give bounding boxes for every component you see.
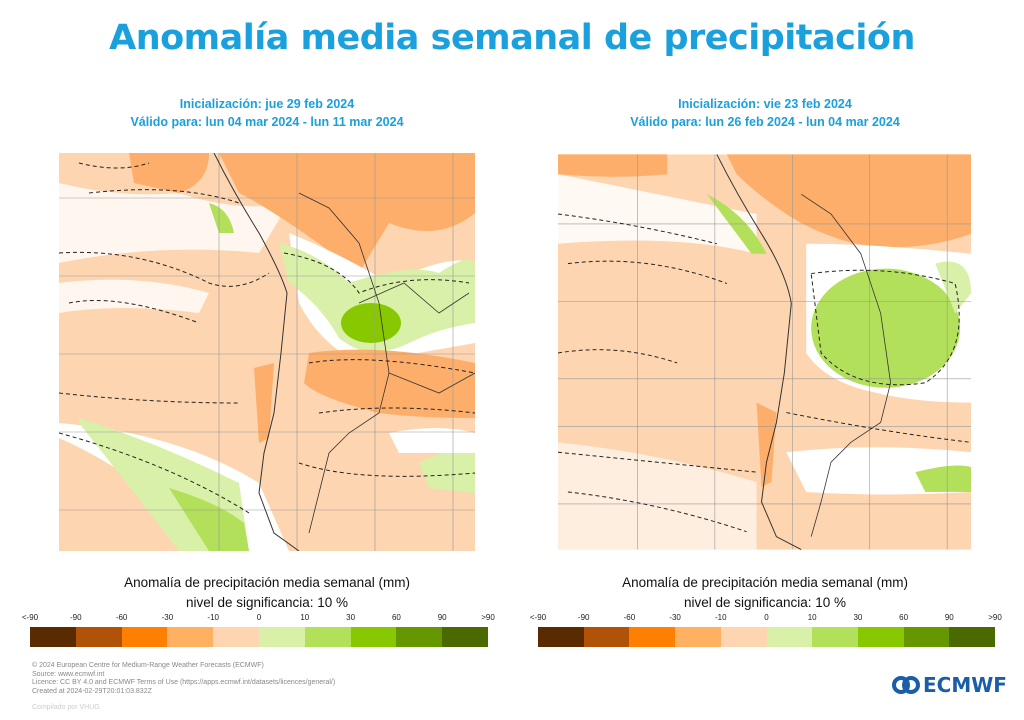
ecmwf-logo: ECMWF <box>892 673 1007 697</box>
colorbar-tick-label: 0 <box>256 613 262 622</box>
white-patch <box>59 279 209 313</box>
orange-area <box>756 402 777 488</box>
colorbar-box <box>396 627 443 647</box>
colorbar-tick-label: 10 <box>807 613 817 622</box>
colorbar-tick-label: <-90 <box>529 613 547 622</box>
colorbar-ticks: <-90 -90 -60 -30 -10 0 10 30 60 90 >90 <box>530 613 1002 627</box>
white-patch <box>558 174 757 254</box>
colorbar-tick-label: 90 <box>944 613 954 622</box>
colorbar-tick-label: -30 <box>161 613 174 622</box>
valid-range: Válido para: lun 04 mar 2024 - lun 11 ma… <box>130 115 404 129</box>
green-area <box>209 203 234 233</box>
significance-contours <box>59 162 475 514</box>
colorbar-tick-label: <-90 <box>21 613 39 622</box>
colorbar-tick-label: -30 <box>669 613 681 622</box>
colorbar-box <box>167 627 214 647</box>
colorbar-caption: Anomalía de precipitación media semanal … <box>37 573 497 613</box>
colorbar-right: <-90 -90 -60 -30 -10 0 10 30 60 90 >90 <box>530 613 1002 647</box>
colorbar-box <box>903 627 950 647</box>
colorbar-box <box>258 627 305 647</box>
compiled-by: Compilado por VHUG <box>32 704 100 711</box>
init-date: Inicialización: jue 29 feb 2024 <box>179 97 355 111</box>
footer-line: Licence: CC BY 4.0 and ECMWF Terms of Us… <box>32 679 336 686</box>
colorbar-caption: Anomalía de precipitación media semanal … <box>535 573 995 613</box>
colorbar-boxes <box>538 627 996 647</box>
colorbar-tick-label: 60 <box>899 613 909 622</box>
anomaly-map-right <box>558 154 971 551</box>
init-date: Inicialización: vie 23 feb 2024 <box>678 97 852 111</box>
colorbar-box <box>121 627 168 647</box>
green-core <box>341 303 401 343</box>
panel-left: Inicialización: jue 29 feb 2024 Válido p… <box>22 95 497 647</box>
colorbar-tick-label: 30 <box>853 613 863 622</box>
colorbar-box <box>350 627 397 647</box>
colorbar-box <box>538 627 584 647</box>
colorbar-box <box>213 627 259 647</box>
panel-right: Inicialización: vie 23 feb 2024 Válido p… <box>530 95 1002 647</box>
colorbar-tick-label: -90 <box>70 613 82 622</box>
ecmwf-logo-icon <box>892 676 920 694</box>
colorbar-tick-label: -10 <box>207 613 219 622</box>
caption-line2: nivel de significancia: 10 % <box>185 595 349 610</box>
colorbar-ticks: <-90 -90 -60 -30 -10 0 10 30 60 90 >90 <box>22 613 495 627</box>
colorbar-tick-label: -90 <box>577 613 590 622</box>
colorbar-tick-label: -60 <box>115 613 128 622</box>
graticule <box>59 153 475 551</box>
colorbar-tick-label: >90 <box>481 613 495 622</box>
colorbar-box <box>812 627 858 647</box>
colorbar-box <box>629 627 676 647</box>
green-area <box>915 465 971 492</box>
white-patch <box>59 183 289 263</box>
green-area <box>169 488 249 551</box>
colorbar-tick-label: 30 <box>346 613 356 622</box>
orange-area <box>219 153 475 273</box>
colorbar-box <box>583 627 630 647</box>
white-patch <box>558 442 757 550</box>
caption-line1: Anomalía de precipitación media semanal … <box>622 575 908 590</box>
colorbar-tick-label: 60 <box>391 613 401 622</box>
footer-line: Created at 2024-02-29T20:01:03.832Z <box>32 687 152 695</box>
coastline <box>213 153 300 551</box>
colorbar-box <box>675 627 721 647</box>
colorbar-left: <-90 -90 -60 -30 -10 0 10 30 60 90 >90 <box>22 613 495 647</box>
colorbar-tick-label: 10 <box>300 613 310 622</box>
colorbar-box <box>949 627 996 647</box>
colorbar-box <box>304 627 351 647</box>
orange-area <box>254 363 274 443</box>
footer-credits: © 2024 European Centre for Medium-Range … <box>32 662 335 696</box>
colorbar-tick-label: -10 <box>715 613 727 622</box>
green-area <box>419 449 475 493</box>
orange-area <box>558 154 668 177</box>
graticule <box>558 154 971 550</box>
orange-area <box>304 349 475 418</box>
colorbar-tick-label: >90 <box>988 613 1002 622</box>
white-patch <box>389 428 475 453</box>
significance-contours <box>558 213 971 533</box>
colorbar-box <box>857 627 904 647</box>
valid-range: Válido para: lun 26 feb 2024 - lun 04 ma… <box>630 115 900 129</box>
colorbar-box <box>766 627 813 647</box>
colorbar-tick-label: 0 <box>764 613 769 622</box>
green-area <box>935 261 971 314</box>
colorbar-box <box>75 627 122 647</box>
colorbar-box <box>442 627 488 647</box>
border <box>358 282 475 394</box>
coastline <box>716 154 802 551</box>
footer-line: Source: www.ecmwf.int <box>32 670 105 678</box>
border <box>801 193 891 537</box>
colorbar-tick-label: -60 <box>623 613 636 622</box>
green-area <box>811 268 961 388</box>
colorbar-box <box>30 627 76 647</box>
anomaly-map-left <box>59 153 475 551</box>
border <box>298 192 390 534</box>
colorbar-box <box>720 627 767 647</box>
caption-line1: Anomalía de precipitación media semanal … <box>124 575 410 590</box>
page-title: Anomalía media semanal de precipitación <box>109 18 915 58</box>
caption-line2: nivel de significancia: 10 % <box>683 595 847 610</box>
colorbar-boxes <box>30 627 488 647</box>
ecmwf-logo-text: ECMWF <box>923 673 1007 697</box>
colorbar-tick-label: 90 <box>437 613 447 622</box>
footer-line: © 2024 European Centre for Medium-Range … <box>32 662 264 669</box>
